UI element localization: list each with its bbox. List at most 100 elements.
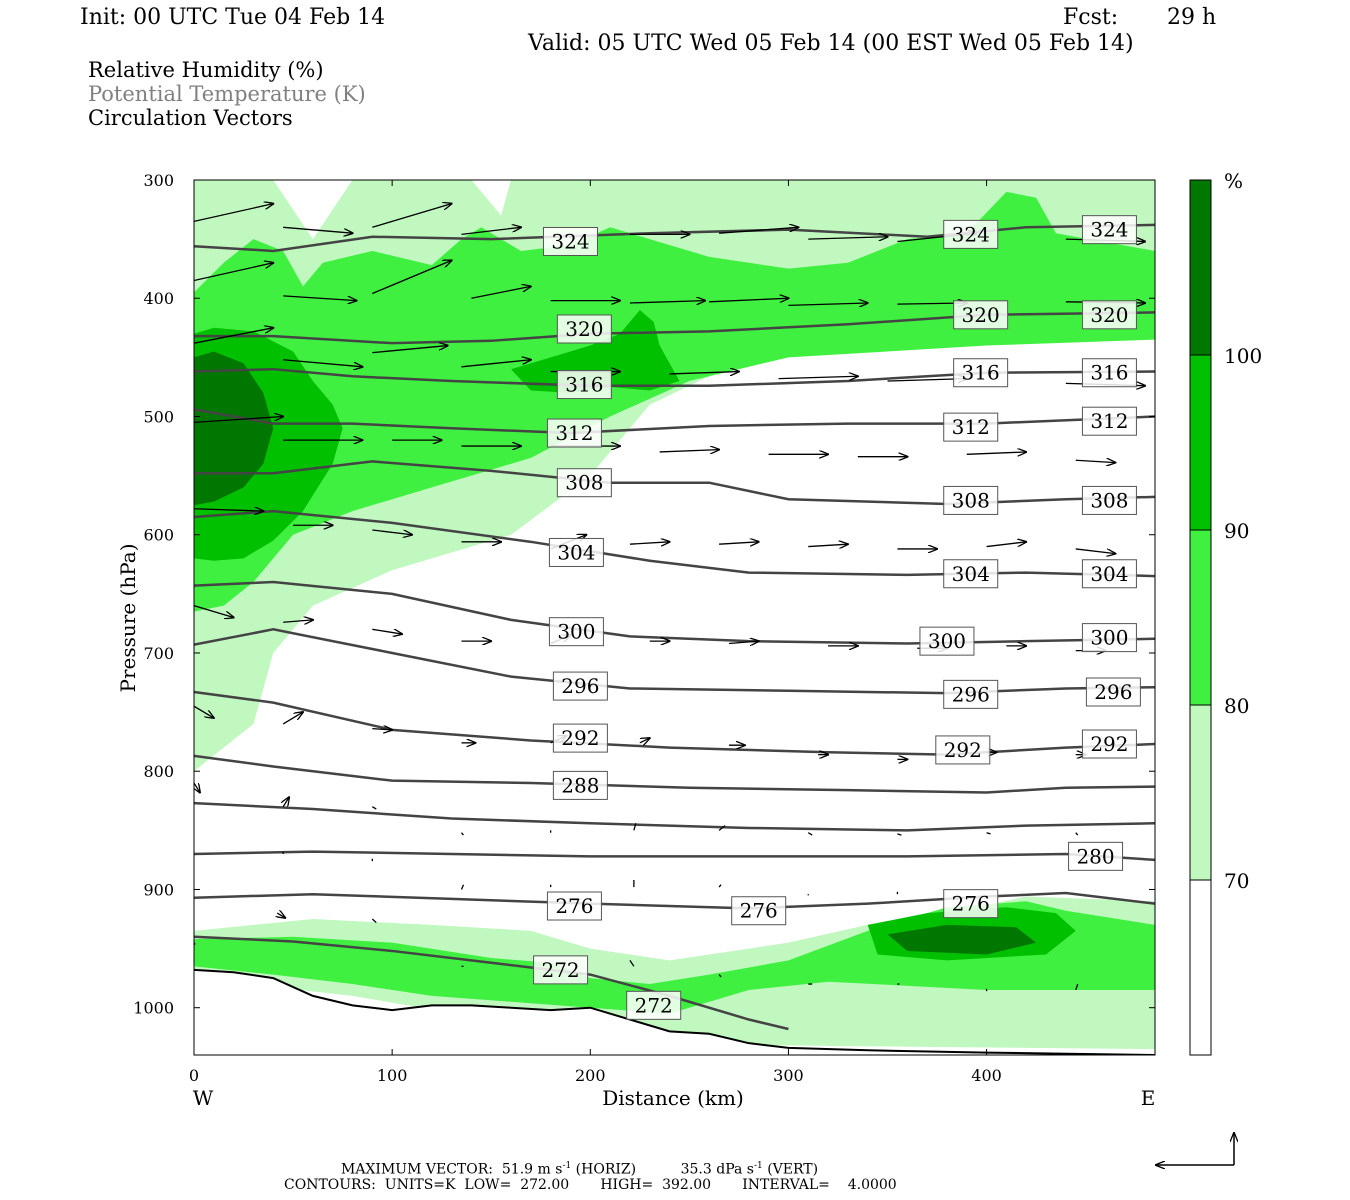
contour-label-text: 316 [565,373,603,397]
contour-label-box [1081,729,1137,759]
contour-label-text: 296 [952,682,990,706]
vector-50 [283,620,313,622]
contour-label-text: 276 [740,899,778,923]
vector-47 [986,542,1027,548]
vector-77 [718,825,726,831]
horiz-exponent: -1 [562,1161,572,1171]
vector-6 [808,237,887,239]
contour-label-text: 300 [928,629,966,653]
contour-label-276-1: 276 [731,896,787,926]
contour-label-text: 296 [1094,680,1132,704]
contour-label-box [943,559,999,589]
forecast-hour: 29 h [1167,5,1217,30]
contour-label-296-2: 296 [1085,677,1141,707]
vector-74 [460,832,464,836]
contour-label-304-0: 304 [548,537,604,567]
contour-label-300-0: 300 [548,617,604,647]
contour-label-304-2: 304 [1081,559,1137,589]
vector-44 [719,542,759,544]
legend-circulation-vectors: Circulation Vectors [88,106,293,130]
x-tick-label: 100 [377,1066,408,1085]
y-tick-label: 300 [143,171,174,190]
contour-label-text: 304 [1090,562,1128,586]
contour-label-276-2: 276 [943,889,999,919]
contour-label-box [533,955,589,985]
contour-label-288-0: 288 [552,770,608,800]
y-tick-label: 600 [143,526,174,545]
contour-label-text: 324 [952,222,990,246]
contour-label-308-0: 308 [556,468,612,498]
contour-label-320-2: 320 [1081,300,1137,330]
colorbar-frame [1189,179,1212,1056]
vert-unit: (VERT) [767,1161,819,1178]
contour-label-324-2: 324 [1081,215,1137,245]
vector-92 [371,918,377,924]
contour-label-text: 320 [1090,303,1128,327]
vector-45 [808,544,848,546]
contour-label-box [556,370,612,400]
contour-label-text: 276 [952,892,990,916]
x-tick-label: 0 [189,1066,199,1085]
terrain-line [194,968,1155,1055]
colorbar-band-2 [1190,530,1211,705]
contour-info: CONTOURS: UNITS=K LOW= 272.00 HIGH= 392.… [284,1177,897,1193]
contour-label-text: 304 [557,540,595,564]
rh-region-100-8 [887,924,1037,955]
contour-label-text: 320 [962,303,1000,327]
vector-10 [283,295,356,301]
colorbar-level-label: 90 [1224,519,1249,543]
legend-relative-humidity: Relative Humidity (%) [88,58,324,82]
x-axis-label: Distance (km) [602,1086,744,1110]
vert-exponent: -1 [753,1161,763,1171]
vector-20 [283,359,362,367]
vector-19 [194,328,273,344]
contour-label-308-2: 308 [1081,485,1137,515]
contour-label-312-0: 312 [546,418,602,448]
east-label: E [1141,1086,1156,1110]
contour-label-box [935,735,991,765]
contour-label-text: 312 [1090,409,1128,433]
colorbar-band-1 [1190,355,1211,530]
colorbar-band-3 [1190,705,1211,880]
reference-vector-icon [1156,1133,1234,1165]
contour-label-box [1081,358,1137,388]
contour-label-box [919,626,975,656]
contour-label-box [943,485,999,515]
colorbar-band-4 [1190,880,1211,1055]
vector-79 [897,833,902,836]
y-axis-label: Pressure (hPa) [116,544,140,693]
vector-43 [629,542,670,544]
contour-label-text: 324 [1090,218,1128,242]
contour-label-text: 296 [561,674,599,698]
contour-label-292-1: 292 [935,735,991,765]
colorbar-band-0 [1190,180,1211,355]
vector-84 [460,884,465,890]
vector-21 [372,346,447,354]
init-time: Init: 00 UTC Tue 04 Feb 14 [80,5,386,30]
contour-label-text: 316 [962,361,1000,385]
contour-labels: 324 324 324 320 320 320 316 316 316 312 312 312 308 3… [533,215,1141,1020]
terrain-surface [194,968,1155,1055]
vector-87 [718,884,722,888]
vector-5 [719,227,798,234]
contour-label-box [1081,406,1137,436]
y-tick-label: 1000 [133,999,174,1018]
contour-label-box [1085,677,1141,707]
vector-96 [718,974,722,978]
contour-label-text: 324 [551,229,589,253]
axes: 0 100 200 300 400 300 400 500 600 700 800 900 1000 [133,171,1155,1085]
contour-label-304-1: 304 [943,559,999,589]
contour-label-box [556,314,612,344]
theta-contour-308 [194,460,1155,506]
vector-100 [1075,983,1079,991]
contour-label-316-1: 316 [953,358,1009,388]
contour-label-box [1068,841,1124,871]
vector-2 [372,204,451,228]
contour-label-text: 300 [1090,626,1128,650]
vector-40 [372,529,412,535]
contour-label-box [1081,485,1137,515]
vector-1 [283,226,352,233]
contour-label-box [1081,623,1137,653]
max-vert-value: 35.3 dPa s [680,1161,754,1178]
